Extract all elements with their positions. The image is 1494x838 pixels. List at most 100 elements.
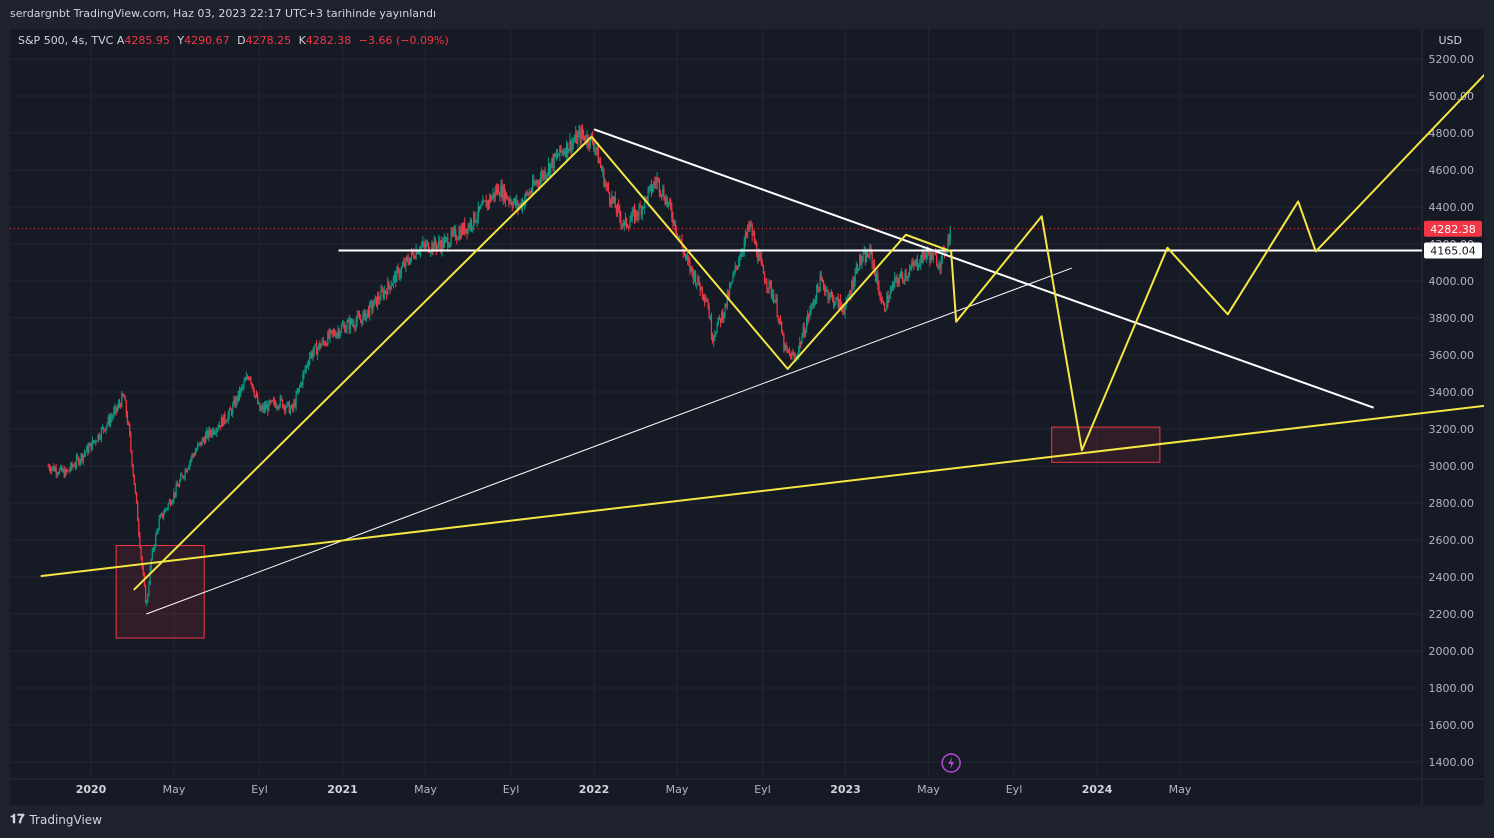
candle-body	[549, 163, 551, 174]
candle-body	[336, 333, 338, 338]
candle-body	[122, 393, 124, 396]
candle-body	[389, 285, 391, 290]
candle-body	[728, 287, 731, 298]
candle-body	[460, 226, 462, 239]
candle-body	[582, 134, 585, 136]
candle-body	[275, 403, 277, 408]
yellow-projection-path	[950, 73, 1484, 452]
last-price-badge	[1424, 220, 1482, 237]
candle-body	[410, 251, 413, 258]
candle-body	[126, 414, 129, 424]
chart-canvas[interactable]: 1400.00 1600.00 1800.00 2000.00 2200.00 2400.…	[10, 29, 1484, 805]
candle-body	[251, 382, 253, 385]
candle-body	[654, 182, 656, 184]
candle-body	[833, 296, 835, 306]
candle-body	[75, 456, 78, 466]
candle-body	[459, 230, 461, 239]
candle-body	[597, 146, 599, 164]
candle-body	[57, 473, 60, 475]
candle-body	[747, 225, 749, 235]
candle-body	[255, 395, 258, 396]
candle-body	[872, 263, 874, 265]
candle-body	[777, 316, 779, 321]
highlight-zone	[1051, 426, 1161, 463]
candle-body	[311, 352, 313, 357]
candle-body	[429, 252, 431, 253]
candle-body	[441, 239, 443, 252]
candle-body	[318, 343, 320, 349]
candle-body	[647, 190, 649, 202]
candle-body	[760, 256, 762, 263]
candle-body	[684, 253, 687, 257]
candle-body	[825, 290, 827, 293]
candle-body	[131, 450, 133, 466]
x-axis-tick-label: May	[666, 783, 689, 796]
candle-body	[217, 427, 219, 429]
candle-body	[101, 427, 104, 429]
candle-body	[349, 319, 352, 330]
candle-body	[381, 290, 383, 291]
x-axis-tick-label: Eyl	[503, 783, 520, 796]
candle-body	[501, 185, 503, 200]
x-axis-tick-label: May	[163, 783, 186, 796]
yellow-swing-line	[590, 136, 952, 370]
candle-body	[707, 301, 709, 307]
candle-body	[86, 446, 88, 452]
brand-footer[interactable]: 𝟏𝟕 TradingView	[10, 812, 102, 827]
candle-body	[894, 277, 896, 287]
candle-body	[885, 309, 887, 311]
candle-body	[135, 492, 138, 503]
candle-body	[112, 416, 114, 418]
candle-body	[165, 508, 167, 510]
y-axis-tick-label: 3800.00	[1429, 312, 1475, 325]
candle-body	[339, 332, 341, 336]
candle-body	[147, 594, 149, 602]
candle-body	[588, 144, 590, 147]
candle-body	[435, 245, 438, 250]
candle-body	[277, 406, 279, 408]
candle-body	[253, 390, 255, 396]
candle-body	[370, 302, 372, 304]
candle-body	[759, 254, 761, 257]
candle-body	[879, 294, 881, 298]
candle-body	[193, 454, 195, 456]
candle-body	[567, 142, 569, 154]
candle-body	[298, 386, 301, 389]
candle-body	[157, 529, 159, 531]
candle-body	[335, 334, 337, 338]
candle-body	[273, 400, 276, 404]
candle-body	[287, 402, 289, 404]
candle-body	[893, 284, 895, 287]
candle-body	[65, 469, 67, 472]
candle-body	[717, 317, 719, 325]
candle-body	[903, 279, 905, 282]
candle-body	[446, 237, 448, 239]
candle-body	[807, 314, 809, 322]
candle-body	[114, 406, 116, 411]
candle-body	[378, 296, 380, 301]
chart-area[interactable]: 1400.00 1600.00 1800.00 2000.00 2200.00 2400.…	[10, 29, 1484, 805]
candle-body	[831, 294, 834, 297]
x-axis-tick-label: 2020	[76, 783, 107, 796]
candle-body	[215, 432, 217, 434]
candle-body	[91, 440, 93, 450]
lightning-icon[interactable]	[941, 753, 961, 773]
candle-body	[623, 221, 625, 226]
candle-body	[530, 190, 533, 193]
candle-body	[756, 242, 758, 256]
candle-body	[559, 145, 561, 156]
candle-body	[723, 314, 725, 320]
candle-body	[839, 299, 842, 306]
candle-body	[99, 437, 101, 439]
candle-body	[683, 253, 685, 254]
candle-body	[607, 185, 610, 193]
candle-body	[508, 198, 510, 202]
candle-body	[358, 316, 361, 320]
candle-body	[947, 237, 949, 249]
candle-body	[725, 303, 727, 307]
candle-body	[448, 246, 450, 248]
candle-body	[837, 297, 839, 309]
candle-body	[722, 311, 724, 320]
candle-body	[899, 272, 902, 279]
y-axis-tick-label: 2000.00	[1429, 645, 1475, 658]
